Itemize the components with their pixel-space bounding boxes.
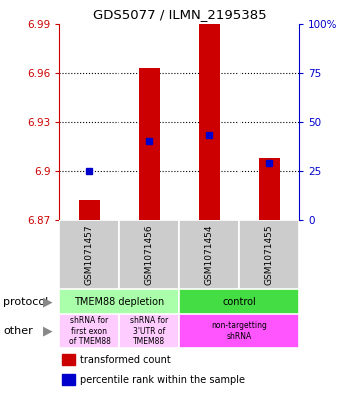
Text: non-targetting
shRNA: non-targetting shRNA	[211, 321, 267, 341]
Text: control: control	[222, 297, 256, 307]
Text: GSM1071457: GSM1071457	[85, 224, 94, 285]
Text: GSM1071454: GSM1071454	[205, 224, 214, 285]
Bar	[180, 220, 239, 289]
Text: GSM1071456: GSM1071456	[145, 224, 154, 285]
Bar	[199, 24, 220, 220]
Bar	[59, 289, 180, 314]
Text: TMEM88 depletion: TMEM88 depletion	[74, 297, 165, 307]
Bar	[119, 314, 180, 348]
Text: other: other	[3, 326, 33, 336]
Text: shRNA for
first exon
of TMEM88: shRNA for first exon of TMEM88	[69, 316, 110, 346]
Bar	[239, 220, 299, 289]
Text: ▶: ▶	[43, 295, 52, 308]
Bar	[180, 314, 299, 348]
Text: transformed count: transformed count	[80, 355, 171, 365]
Text: ▶: ▶	[43, 325, 52, 338]
Text: percentile rank within the sample: percentile rank within the sample	[80, 375, 245, 385]
Bar	[62, 354, 75, 365]
Bar	[62, 374, 75, 385]
Text: protocol: protocol	[3, 297, 49, 307]
Bar	[139, 68, 160, 220]
Bar	[79, 200, 100, 220]
Bar	[119, 220, 180, 289]
Text: shRNA for
3'UTR of
TMEM88: shRNA for 3'UTR of TMEM88	[130, 316, 169, 346]
Bar	[259, 158, 280, 220]
Bar	[59, 314, 119, 348]
Bar	[59, 220, 119, 289]
Text: GSM1071455: GSM1071455	[265, 224, 274, 285]
Bar	[180, 289, 299, 314]
Title: GDS5077 / ILMN_2195385: GDS5077 / ILMN_2195385	[92, 8, 266, 21]
